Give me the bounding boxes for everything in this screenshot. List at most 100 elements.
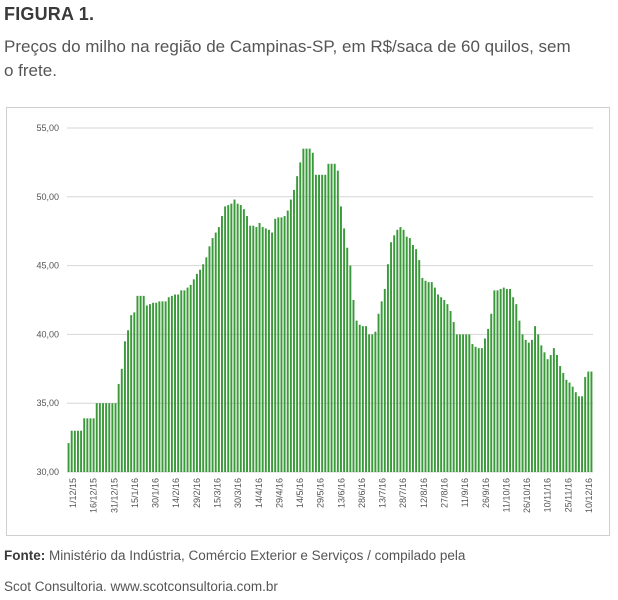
- bar: [123, 341, 126, 472]
- bar: [105, 403, 108, 472]
- bar: [170, 295, 173, 472]
- bar: [361, 326, 364, 472]
- bar: [149, 304, 151, 472]
- bar: [408, 238, 411, 472]
- bar: [161, 301, 164, 472]
- y-tick-label: 35,00: [36, 398, 59, 408]
- bar: [136, 295, 139, 472]
- bar: [192, 279, 195, 472]
- bar: [67, 443, 70, 472]
- bar: [502, 287, 505, 472]
- bar: [314, 174, 317, 472]
- source-note-line2: Scot Consultoria. www.scotconsultoria.co…: [4, 579, 614, 594]
- bar: [333, 163, 336, 472]
- bar: [343, 228, 346, 472]
- figure-subtitle: Preços do milho na região de Campinas-SP…: [4, 37, 571, 80]
- x-tick-label: 26/9/16: [481, 478, 491, 508]
- bar: [83, 418, 86, 472]
- x-tick-label: 27/8/16: [440, 478, 450, 508]
- bar: [390, 242, 393, 472]
- bar: [183, 290, 186, 472]
- bar: [296, 176, 299, 472]
- bar: [446, 304, 449, 472]
- bar: [255, 227, 258, 472]
- bar: [324, 174, 327, 472]
- bar: [512, 297, 515, 472]
- bar: [402, 229, 405, 472]
- bar: [293, 189, 295, 473]
- bar: [217, 227, 220, 472]
- x-axis-ticks: 1/12/15 16/12/15 31/12/15 15/1/16 30/1/16 14/…: [68, 478, 594, 513]
- bar: [424, 280, 427, 472]
- bar: [230, 203, 233, 472]
- bar: [346, 247, 349, 472]
- x-tick-label: 31/12/15: [109, 478, 119, 513]
- bar: [399, 227, 402, 472]
- x-tick-label: 13/6/16: [336, 478, 346, 508]
- x-tick-label: 30/3/16: [233, 478, 243, 508]
- bar: [584, 377, 587, 472]
- bar: [308, 148, 311, 472]
- bar: [549, 355, 552, 472]
- x-tick-label: 14/2/16: [171, 478, 181, 508]
- bar: [505, 288, 508, 472]
- bar: [302, 148, 305, 472]
- bar: [468, 334, 471, 472]
- bar: [330, 163, 333, 472]
- x-tick-label: 12/8/16: [419, 478, 429, 508]
- figure-title: FIGURA 1.: [4, 4, 95, 24]
- source-label: Fonte:: [4, 548, 46, 563]
- bar: [349, 265, 352, 472]
- bar: [195, 273, 198, 472]
- bar: [449, 311, 452, 472]
- bar: [221, 216, 223, 472]
- bar: [111, 403, 114, 472]
- y-tick-label: 45,00: [36, 261, 59, 271]
- bar: [433, 287, 436, 472]
- bar: [365, 326, 367, 472]
- bar: [327, 163, 330, 472]
- bar: [336, 170, 339, 472]
- bar: [462, 334, 465, 472]
- x-tick-label: 10/11/16: [543, 478, 553, 512]
- bar: [590, 371, 593, 472]
- bar: [430, 282, 433, 472]
- x-tick-label: 28/7/16: [398, 478, 408, 508]
- source-text: Ministério da Indústria, Comércio Exteri…: [45, 548, 466, 563]
- bar: [587, 371, 590, 472]
- bar: [120, 368, 123, 472]
- bar: [271, 232, 274, 472]
- x-tick-label: 29/2/16: [192, 478, 202, 508]
- bar: [174, 294, 176, 472]
- bar: [455, 334, 458, 472]
- x-tick-label: 28/6/16: [357, 478, 367, 508]
- y-tick-label: 55,00: [36, 123, 59, 133]
- bar: [530, 339, 533, 472]
- bar: [487, 328, 490, 472]
- bar: [543, 352, 546, 472]
- bar: [571, 386, 574, 472]
- bar: [252, 225, 255, 472]
- bar: [133, 312, 136, 472]
- bar: [289, 199, 292, 473]
- chart-frame: 30,00 35,00 40,00 45,00 50,00 55,00 1/12/15 16…: [6, 107, 610, 536]
- bar: [95, 403, 98, 472]
- bar: [239, 205, 242, 472]
- x-tick-label: 1/12/15: [68, 478, 78, 508]
- bar: [540, 345, 543, 472]
- bar: [286, 210, 289, 472]
- bar: [458, 334, 461, 472]
- bar: [177, 294, 180, 472]
- bar: [556, 355, 558, 472]
- bar: [380, 301, 383, 472]
- y-axis-ticks: 30,00 35,00 40,00 45,00 50,00 55,00: [36, 123, 59, 477]
- x-tick-label: 29/5/16: [316, 478, 326, 508]
- bar: [167, 297, 170, 472]
- x-tick-label: 13/7/16: [378, 478, 388, 508]
- bar: [305, 148, 308, 472]
- x-tick-label: 14/5/16: [295, 478, 305, 508]
- bar-chart: 30,00 35,00 40,00 45,00 50,00 55,00 1/12/15 16…: [36, 123, 594, 513]
- bar: [73, 430, 76, 472]
- x-tick-label: 14/4/16: [254, 478, 264, 508]
- bar: [274, 218, 277, 472]
